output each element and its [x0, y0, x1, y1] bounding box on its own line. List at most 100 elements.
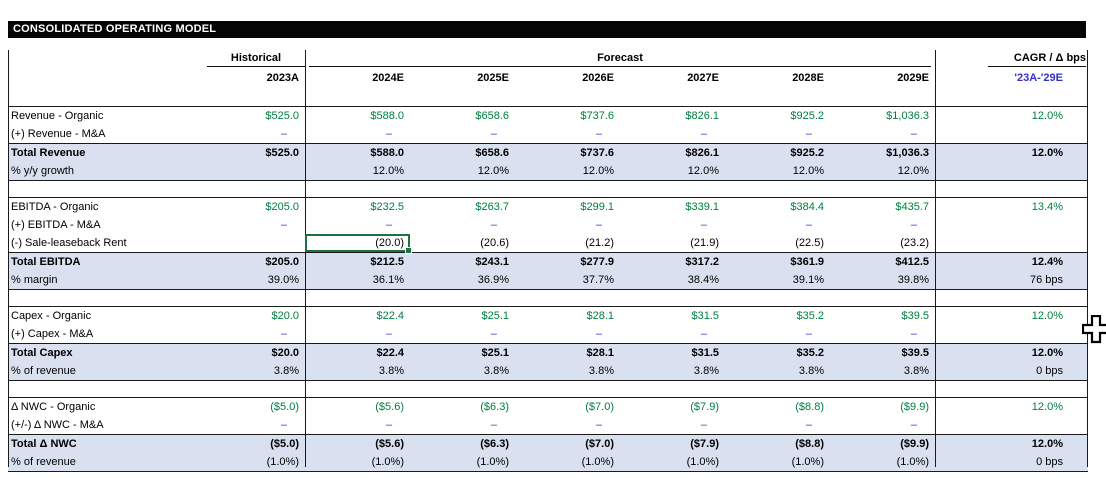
data-cell[interactable]: –: [595, 219, 602, 231]
data-cell[interactable]: $826.1: [685, 147, 719, 159]
data-cell[interactable]: $205.0: [265, 256, 299, 268]
year-header-2028E[interactable]: 2028E: [792, 72, 824, 84]
data-cell[interactable]: [207, 234, 305, 252]
data-cell[interactable]: –: [385, 128, 392, 140]
selected-cell[interactable]: (20.0): [305, 234, 412, 254]
data-cell[interactable]: –: [490, 128, 497, 140]
data-cell[interactable]: 3.8%: [273, 365, 299, 377]
data-cell[interactable]: $20.0: [271, 347, 299, 359]
data-cell[interactable]: –: [595, 328, 602, 340]
data-cell[interactable]: (21.2): [585, 237, 614, 249]
cagr-cell[interactable]: 0 bps: [1036, 456, 1063, 468]
data-cell[interactable]: 3.8%: [798, 365, 824, 377]
data-cell[interactable]: $737.6: [580, 147, 614, 159]
row-label[interactable]: (-) Sale-leaseback Rent: [11, 237, 127, 249]
data-cell[interactable]: –: [385, 219, 392, 231]
row-label[interactable]: Δ NWC - Organic: [11, 401, 96, 413]
data-cell[interactable]: $28.1: [586, 347, 614, 359]
row-label[interactable]: (+/-) Δ NWC - M&A: [11, 419, 104, 431]
row-label[interactable]: % y/y growth: [11, 165, 74, 177]
data-cell[interactable]: $1,036.3: [886, 110, 929, 122]
row-label[interactable]: (+) EBITDA - M&A: [11, 219, 101, 231]
data-cell[interactable]: 39.1%: [792, 274, 824, 286]
data-cell[interactable]: ($6.3): [480, 438, 509, 450]
data-cell[interactable]: $1,036.3: [886, 147, 929, 159]
data-cell[interactable]: 37.7%: [582, 274, 614, 286]
data-cell[interactable]: $435.7: [895, 201, 929, 213]
data-cell[interactable]: $384.4: [790, 201, 824, 213]
row-label[interactable]: Total Δ NWC: [11, 438, 77, 450]
data-cell[interactable]: ($5.6): [375, 401, 404, 413]
data-cell[interactable]: ($5.0): [270, 401, 299, 413]
data-cell[interactable]: 36.9%: [477, 274, 509, 286]
year-header-2026E[interactable]: 2026E: [582, 72, 614, 84]
row-label[interactable]: (+) Capex - M&A: [11, 328, 94, 340]
data-cell[interactable]: $28.1: [586, 310, 614, 322]
data-cell[interactable]: $339.1: [685, 201, 719, 213]
data-cell[interactable]: $31.5: [691, 347, 719, 359]
cagr-cell[interactable]: 76 bps: [1029, 274, 1063, 286]
data-cell[interactable]: –: [280, 128, 287, 140]
data-cell[interactable]: $35.2: [796, 347, 824, 359]
row-label[interactable]: % of revenue: [11, 456, 76, 468]
row-label[interactable]: Revenue - Organic: [11, 110, 104, 122]
data-cell[interactable]: –: [910, 128, 917, 140]
data-cell[interactable]: $263.7: [475, 201, 509, 213]
data-cell[interactable]: [207, 162, 305, 180]
row-label[interactable]: (+) Revenue - M&A: [11, 128, 106, 140]
data-cell[interactable]: 3.8%: [903, 365, 929, 377]
data-cell[interactable]: $525.0: [265, 147, 299, 159]
data-cell[interactable]: –: [490, 419, 497, 431]
data-cell[interactable]: (21.9): [690, 237, 719, 249]
data-cell[interactable]: $826.1: [685, 110, 719, 122]
data-cell[interactable]: –: [490, 328, 497, 340]
data-cell[interactable]: $22.4: [376, 310, 404, 322]
data-cell[interactable]: (1.0%): [791, 456, 824, 468]
cagr-cell[interactable]: 12.0%: [1031, 147, 1063, 159]
data-cell[interactable]: $243.1: [475, 256, 509, 268]
data-cell[interactable]: 12.0%: [582, 165, 614, 177]
cagr-cell[interactable]: 12.0%: [1031, 401, 1063, 413]
year-header-2027E[interactable]: 2027E: [687, 72, 719, 84]
cagr-cell[interactable]: 12.4%: [1031, 256, 1063, 268]
data-cell[interactable]: $39.5: [901, 310, 929, 322]
data-cell[interactable]: 3.8%: [378, 365, 404, 377]
data-cell[interactable]: $658.6: [475, 110, 509, 122]
cagr-cell[interactable]: [935, 234, 1088, 252]
data-cell[interactable]: $277.9: [580, 256, 614, 268]
data-cell[interactable]: –: [805, 128, 812, 140]
data-cell[interactable]: –: [280, 419, 287, 431]
row-label[interactable]: Total EBITDA: [11, 256, 81, 268]
data-cell[interactable]: $25.1: [481, 310, 509, 322]
data-cell[interactable]: $232.5: [370, 201, 404, 213]
data-cell[interactable]: 3.8%: [483, 365, 509, 377]
cagr-cell[interactable]: 12.0%: [1031, 347, 1063, 359]
cagr-cell[interactable]: 12.0%: [1031, 310, 1063, 322]
year-header-2023A[interactable]: 2023A: [266, 72, 299, 84]
data-cell[interactable]: 3.8%: [588, 365, 614, 377]
data-cell[interactable]: ($7.9): [690, 438, 719, 450]
cagr-cell[interactable]: [935, 416, 1088, 434]
row-label[interactable]: Capex - Organic: [11, 310, 92, 322]
row-label[interactable]: % of revenue: [11, 365, 76, 377]
data-cell[interactable]: $20.0: [271, 310, 299, 322]
data-cell[interactable]: $212.5: [370, 256, 404, 268]
data-cell[interactable]: $588.0: [370, 110, 404, 122]
data-cell[interactable]: 39.0%: [267, 274, 299, 286]
row-label[interactable]: % margin: [11, 274, 58, 286]
data-cell[interactable]: (1.0%): [266, 456, 299, 468]
data-cell[interactable]: –: [700, 328, 707, 340]
data-cell[interactable]: 12.0%: [897, 165, 929, 177]
data-cell[interactable]: $588.0: [370, 147, 404, 159]
data-cell[interactable]: 38.4%: [687, 274, 719, 286]
year-header-2024E[interactable]: 2024E: [372, 72, 404, 84]
data-cell[interactable]: $925.2: [790, 110, 824, 122]
data-cell[interactable]: (1.0%): [686, 456, 719, 468]
data-cell[interactable]: $22.4: [376, 347, 404, 359]
data-cell[interactable]: (20.6): [480, 237, 509, 249]
data-cell[interactable]: $525.0: [265, 110, 299, 122]
data-cell[interactable]: –: [490, 219, 497, 231]
cagr-cell[interactable]: 12.0%: [1031, 438, 1063, 450]
data-cell[interactable]: $299.1: [580, 201, 614, 213]
data-cell[interactable]: $317.2: [685, 256, 719, 268]
